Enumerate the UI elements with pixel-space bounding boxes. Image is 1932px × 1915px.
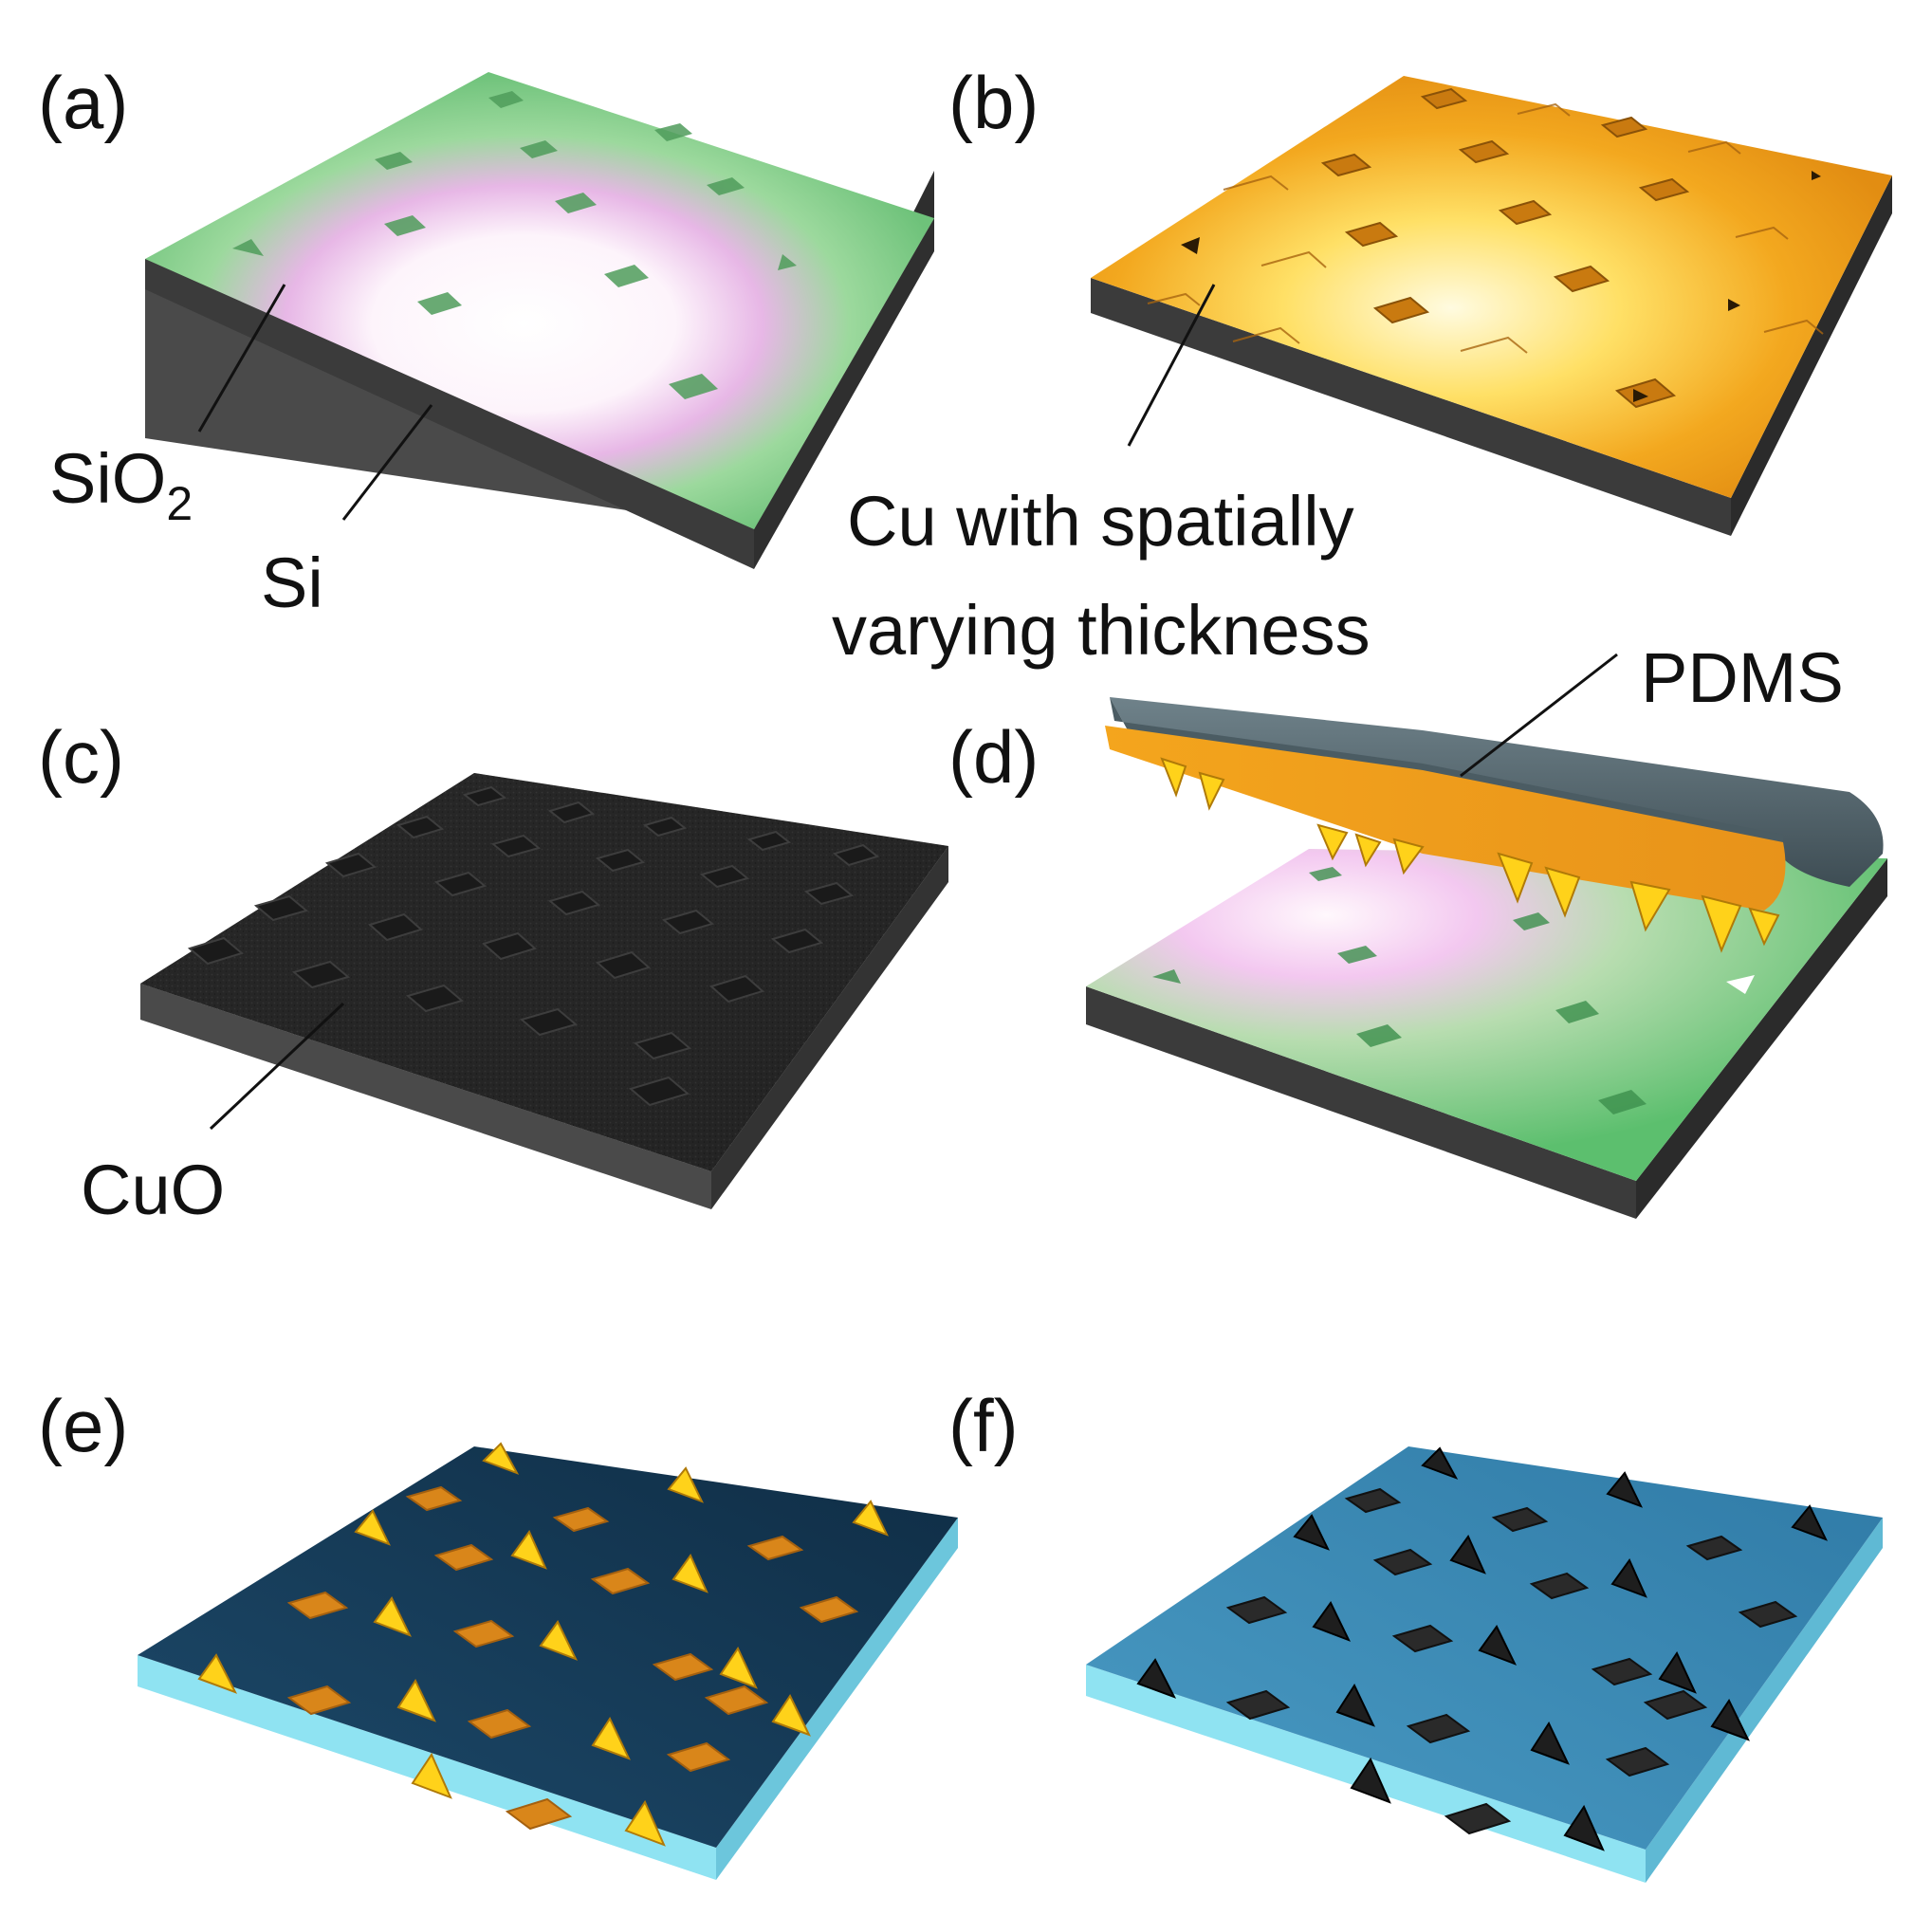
transfer-pyramids	[1160, 757, 1780, 953]
cu-callout-line	[1127, 284, 1216, 447]
panel-c-label: (c)	[38, 715, 124, 799]
panel-c-substrate	[140, 773, 948, 1209]
panel-f: (f)	[948, 1384, 1883, 1883]
panel-f-dark-pads	[1225, 1487, 1798, 1835]
cu-surface	[1091, 76, 1892, 498]
sio2-surface-d	[1086, 849, 1887, 1181]
panel-c: (c)	[38, 715, 948, 1229]
panel-c-features	[187, 785, 880, 1107]
panel-e-orange-pads	[286, 1485, 859, 1831]
cu-callout-line1: Cu with spatially	[847, 482, 1354, 561]
pdms-callout-label: PDMS	[1641, 638, 1844, 717]
panel-a-callouts	[197, 284, 433, 521]
panel-d-pits	[1152, 867, 1647, 1114]
pdms-stamp	[1105, 697, 1884, 911]
panel-e-label: (e)	[38, 1384, 128, 1467]
panel-f-label: (f)	[948, 1384, 1019, 1467]
panel-b-label: (b)	[948, 61, 1039, 144]
panel-f-dark-pyramids	[1136, 1446, 1828, 1851]
si-callout-label: Si	[261, 543, 323, 622]
panel-d-substrate	[1086, 849, 1887, 1219]
cuo-callout-label: CuO	[81, 1151, 225, 1229]
panel-a-label: (a)	[38, 61, 128, 144]
panel-a: (a) SiO2 Si	[38, 61, 934, 622]
panel-b-pits	[1147, 87, 1824, 409]
panel-e: (e)	[38, 1384, 958, 1880]
panel-a-etch-pits	[232, 91, 797, 399]
cuo-callout-line	[209, 1002, 345, 1131]
panel-d-label: (d)	[948, 715, 1039, 799]
panel-d: (d)	[948, 638, 1887, 1219]
panel-e-gold-pyramids	[197, 1442, 889, 1847]
panel-b: (b)	[832, 61, 1892, 670]
sio2-callout-label: SiO2	[49, 439, 193, 530]
cu-callout-line2: varying thickness	[832, 591, 1371, 670]
cu-film	[1105, 726, 1786, 911]
panel-b-substrate	[1091, 76, 1892, 536]
pdms-callout-line	[1460, 653, 1618, 778]
